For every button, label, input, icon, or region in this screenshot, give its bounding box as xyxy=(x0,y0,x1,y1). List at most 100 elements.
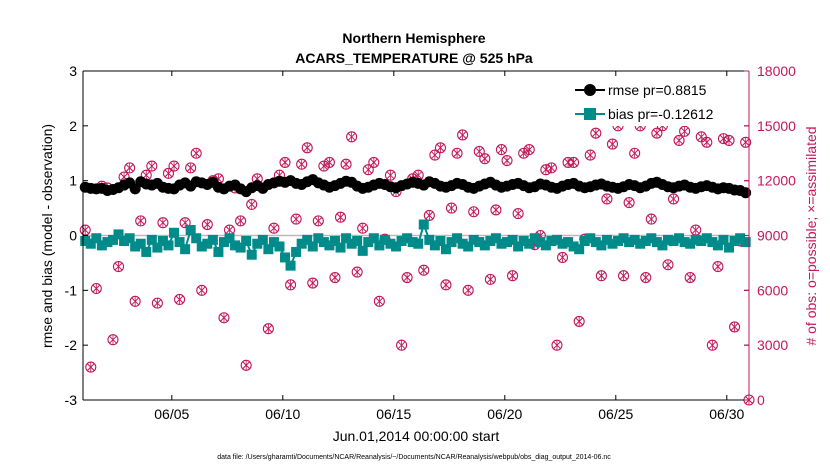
obs-point xyxy=(479,153,491,165)
bias-point xyxy=(646,233,657,244)
bias-point xyxy=(291,246,302,257)
obs-point xyxy=(457,129,469,141)
bias-point xyxy=(391,241,402,252)
obs-point xyxy=(440,279,452,291)
obs-point xyxy=(495,144,508,156)
obs-point xyxy=(124,162,136,174)
obs-point xyxy=(329,271,341,284)
obs-point xyxy=(162,167,175,179)
obs-point xyxy=(334,211,347,223)
bias-point xyxy=(185,225,196,236)
y-tick-label-left: 0 xyxy=(69,228,77,244)
bias-point xyxy=(568,241,579,252)
obs-point xyxy=(218,312,230,324)
obs-point xyxy=(323,156,335,168)
obs-point xyxy=(373,295,385,307)
obs-point xyxy=(246,198,258,210)
bias-point xyxy=(440,244,451,255)
bias-point xyxy=(613,235,624,246)
bias-point xyxy=(624,237,635,248)
bias-point xyxy=(668,235,679,246)
y-tick-label-right: 12000 xyxy=(757,173,796,189)
obs-point xyxy=(462,284,474,296)
obs-point xyxy=(640,271,652,284)
obs-point xyxy=(196,284,208,296)
obs-point xyxy=(662,259,674,271)
obs-point xyxy=(146,160,158,172)
bias-point xyxy=(268,237,279,248)
bias-point xyxy=(563,237,574,248)
bias-point xyxy=(352,235,363,246)
obs-point xyxy=(157,217,169,229)
obs-point xyxy=(418,264,430,276)
obs-point xyxy=(85,361,97,373)
bias-point xyxy=(218,237,229,248)
obs-point xyxy=(434,142,446,154)
legend-rmse-marker xyxy=(584,84,596,96)
bias-point xyxy=(457,238,468,249)
bias-point xyxy=(574,244,585,255)
obs-point xyxy=(701,136,713,148)
bias-point xyxy=(96,240,107,251)
y-tick-label-right: 6000 xyxy=(757,282,788,298)
obs-point xyxy=(151,297,163,309)
obs-point xyxy=(501,155,513,167)
right-axis-ticks: 18000 15000 12000 9000 6000 3000 0 xyxy=(744,63,796,408)
bias-point xyxy=(696,235,707,246)
obs-point xyxy=(484,273,496,285)
bias-point xyxy=(424,234,435,245)
bias-point xyxy=(313,233,324,244)
obs-point xyxy=(285,279,297,291)
obs-point xyxy=(318,160,330,172)
bias-point xyxy=(163,240,174,251)
obs-point xyxy=(595,270,607,282)
obs-point xyxy=(312,215,324,227)
bias-point xyxy=(463,241,474,252)
bias-point xyxy=(107,234,118,245)
obs-point xyxy=(201,218,213,231)
bias-point xyxy=(402,233,413,244)
bias-point xyxy=(152,242,163,253)
bias-point xyxy=(196,241,207,252)
obs-point xyxy=(384,169,397,181)
obs-point xyxy=(240,359,252,371)
obs-point xyxy=(518,147,530,159)
legend-bias-label: bias pr=-0.12612 xyxy=(608,106,714,122)
y-tick-label-right: 3000 xyxy=(757,337,788,353)
bias-point xyxy=(274,241,285,252)
obs-point xyxy=(451,147,463,159)
bias-point xyxy=(396,235,407,246)
bias-point xyxy=(452,233,463,244)
chart-subtitle: ACARS_TEMPERATURE @ 525 hPa xyxy=(295,50,533,66)
bias-point xyxy=(124,233,135,244)
y-axis-label-left: rmse and bias (model - observation) xyxy=(39,124,55,348)
bias-point xyxy=(662,234,673,245)
bias-point xyxy=(502,237,513,248)
bias-point xyxy=(435,235,446,246)
bias-point xyxy=(407,237,418,248)
bias-point xyxy=(579,235,590,246)
left-axis-ticks: 3 2 1 0 -1 -2 -3 xyxy=(65,63,749,408)
bias-point xyxy=(413,238,424,249)
bias-point xyxy=(740,237,751,248)
obs-point xyxy=(346,131,358,143)
obs-point xyxy=(262,323,274,335)
obs-point xyxy=(135,215,147,227)
obs-point xyxy=(396,339,408,351)
bias-point xyxy=(524,238,535,249)
bias-point xyxy=(379,234,390,245)
legend-bias-marker xyxy=(584,108,596,120)
obs-point xyxy=(112,261,125,273)
bias-point xyxy=(535,237,546,248)
bias-point xyxy=(119,235,130,246)
obs-point xyxy=(174,293,186,306)
obs-point xyxy=(601,193,613,205)
bias-point xyxy=(690,234,701,245)
bias-point xyxy=(729,235,740,246)
bias-point xyxy=(596,240,607,251)
obs-point xyxy=(723,134,735,147)
obs-point xyxy=(290,213,302,225)
bias-point xyxy=(213,246,224,257)
y-tick-label-right: 9000 xyxy=(757,228,788,244)
